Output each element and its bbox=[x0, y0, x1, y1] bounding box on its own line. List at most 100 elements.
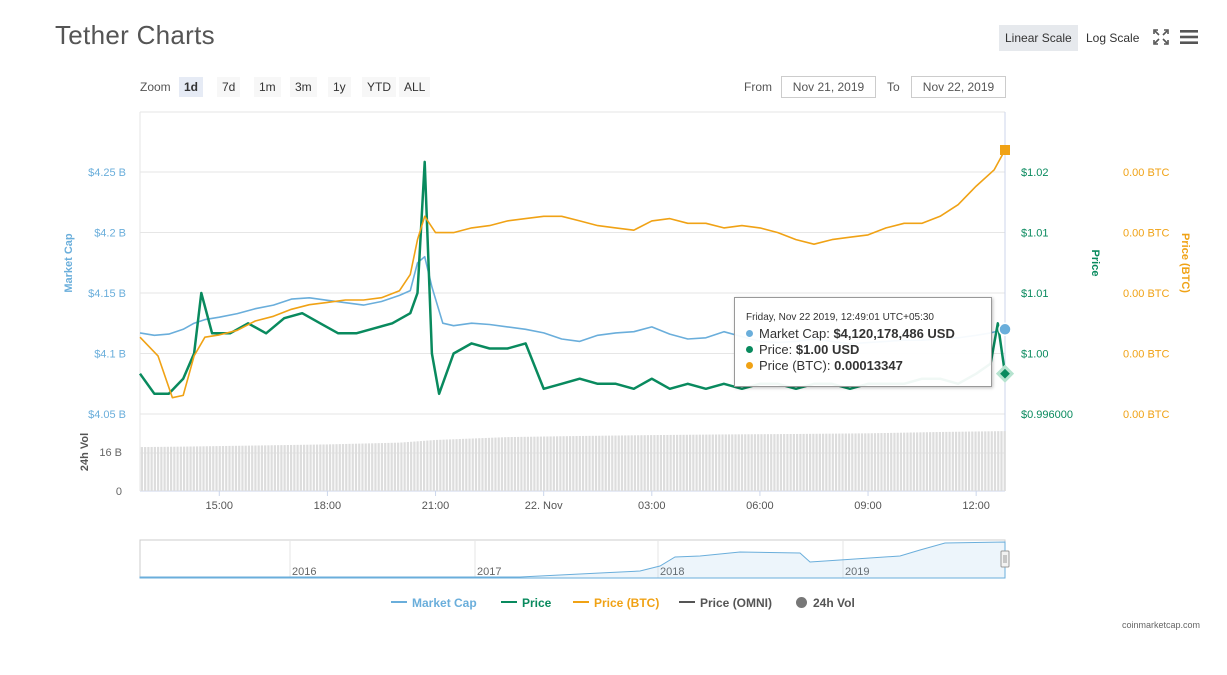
zoom-1d-button[interactable]: 1d bbox=[179, 77, 204, 97]
tooltip-price-btc-value: 0.00013347 bbox=[834, 358, 903, 373]
navigator[interactable]: 2016 2017 2018 2019 bbox=[139, 539, 1010, 579]
volume-bar bbox=[403, 442, 406, 491]
volume-tick-label: 0 bbox=[116, 486, 122, 498]
volume-bar bbox=[779, 434, 783, 491]
price-btc-tick-label: 0.00 BTC bbox=[1123, 167, 1170, 179]
to-date-input[interactable]: Nov 22, 2019 bbox=[911, 76, 1006, 98]
volume-bar bbox=[967, 431, 971, 491]
volume-axis-title: 24h Vol bbox=[79, 433, 91, 471]
volume-bar bbox=[993, 431, 997, 491]
volume-bar bbox=[812, 433, 815, 491]
volume-bar bbox=[562, 436, 565, 491]
volume-bar bbox=[419, 441, 422, 491]
volume-bar bbox=[799, 433, 802, 491]
x-tick-label: 06:00 bbox=[746, 500, 774, 512]
volume-bar bbox=[163, 446, 166, 491]
x-tick-label: 09:00 bbox=[854, 500, 882, 512]
volume-bar bbox=[935, 432, 938, 491]
volume-bar bbox=[397, 442, 400, 491]
volume-bar bbox=[526, 436, 530, 491]
zoom-all-button[interactable]: ALL bbox=[399, 77, 431, 97]
volume-bar bbox=[692, 434, 695, 491]
volume-bar bbox=[520, 436, 523, 491]
price-chart[interactable]: $4.05 B $4.1 B $4.15 B $4.2 B $4.25 B $0.9960… bbox=[0, 0, 1227, 600]
market-cap-marker bbox=[998, 322, 1012, 337]
volume-bar bbox=[838, 433, 841, 491]
volume-bar bbox=[474, 438, 478, 491]
volume-bar bbox=[925, 432, 928, 491]
volume-bar bbox=[565, 436, 568, 491]
volume-bar bbox=[468, 438, 471, 491]
market-cap-line-icon bbox=[391, 601, 407, 603]
volume-bar bbox=[179, 446, 182, 491]
volume-bar bbox=[199, 446, 202, 491]
volume-dot-icon bbox=[796, 597, 807, 608]
source-credit[interactable]: coinmarketcap.com bbox=[1121, 620, 1200, 630]
volume-bar bbox=[478, 438, 481, 491]
volume-bar bbox=[643, 435, 646, 491]
from-date-input[interactable]: Nov 21, 2019 bbox=[781, 76, 876, 98]
legend-price-omni-label: Price (OMNI) bbox=[700, 596, 773, 610]
volume-bar bbox=[371, 443, 374, 491]
volume-bar bbox=[406, 442, 409, 491]
volume-bar bbox=[844, 433, 847, 491]
linear-scale-button[interactable]: Linear Scale bbox=[999, 25, 1078, 51]
volume-bar bbox=[679, 434, 682, 491]
volume-bar bbox=[186, 446, 189, 491]
price-tick-label: $1.00 bbox=[1021, 349, 1049, 361]
navigator-year-label: 2018 bbox=[660, 566, 684, 578]
legend-price-btc[interactable]: Price (BTC) bbox=[573, 596, 659, 610]
volume-bar bbox=[192, 446, 195, 491]
volume-bar bbox=[546, 436, 549, 491]
zoom-1m-button[interactable]: 1m bbox=[254, 77, 281, 97]
volume-bar bbox=[789, 434, 792, 491]
log-scale-button[interactable]: Log Scale bbox=[1086, 31, 1140, 45]
volume-bar bbox=[413, 441, 416, 491]
volume-bar bbox=[251, 445, 254, 491]
market-cap-tick-label: $4.05 B bbox=[88, 409, 126, 421]
zoom-1y-button[interactable]: 1y bbox=[328, 77, 351, 97]
market-cap-dot-icon bbox=[746, 330, 753, 337]
volume-bar bbox=[507, 437, 510, 491]
volume-bar bbox=[423, 440, 426, 491]
market-cap-tick-label: $4.15 B bbox=[88, 288, 126, 300]
volume-bar bbox=[215, 446, 218, 491]
volume-bar bbox=[676, 434, 679, 491]
volume-bar bbox=[896, 432, 899, 491]
volume-bar bbox=[319, 444, 322, 491]
volume-bar bbox=[205, 446, 208, 491]
volume-bar bbox=[280, 445, 283, 491]
legend-market-cap[interactable]: Market Cap bbox=[391, 596, 477, 610]
volume-bar bbox=[202, 446, 205, 491]
volume-bar bbox=[919, 432, 922, 491]
volume-bar bbox=[445, 439, 448, 491]
tooltip-price: Price: $1.00 USD bbox=[746, 342, 859, 357]
volume-bar bbox=[273, 445, 276, 491]
volume-bar bbox=[494, 437, 497, 491]
volume-bar bbox=[867, 433, 870, 491]
price-btc-marker bbox=[1000, 145, 1010, 155]
fullscreen-icon[interactable] bbox=[1150, 26, 1172, 48]
volume-bar bbox=[315, 444, 319, 491]
volume-bar bbox=[984, 431, 987, 491]
volume-bar bbox=[961, 431, 964, 491]
volume-bar bbox=[990, 431, 993, 491]
legend-price-omni[interactable]: Price (OMNI) bbox=[679, 596, 772, 610]
zoom-3m-button[interactable]: 3m bbox=[290, 77, 317, 97]
zoom-7d-button[interactable]: 7d bbox=[217, 77, 241, 97]
tooltip-market-cap-label: Market Cap: bbox=[759, 326, 830, 341]
volume-bar bbox=[543, 436, 546, 491]
volume-bar bbox=[234, 445, 238, 491]
volume-bar bbox=[841, 433, 844, 491]
volume-bar bbox=[770, 434, 773, 491]
volume-bar bbox=[591, 435, 594, 491]
volume-bar bbox=[364, 443, 367, 491]
volume-bar bbox=[607, 435, 611, 491]
volume-bar bbox=[585, 435, 588, 491]
zoom-ytd-button[interactable]: YTD bbox=[362, 77, 396, 97]
volume-bar bbox=[750, 434, 753, 491]
legend-24h-vol[interactable]: 24h Vol bbox=[796, 596, 855, 610]
volume-bar bbox=[637, 435, 640, 491]
legend-price[interactable]: Price bbox=[501, 596, 551, 610]
hamburger-menu-icon[interactable] bbox=[1178, 26, 1200, 48]
